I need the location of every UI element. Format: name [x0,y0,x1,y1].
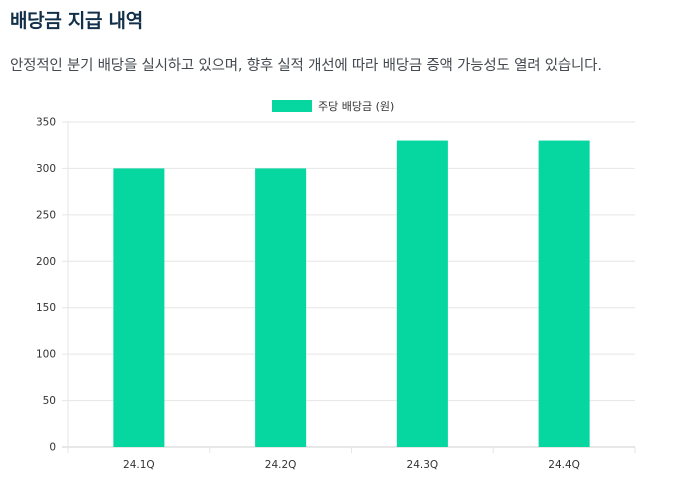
y-tick-label: 200 [36,256,56,268]
y-tick-label: 50 [43,395,56,407]
legend-label: 주당 배당금 (원) [318,100,394,113]
x-tick-label: 24.1Q [123,459,155,471]
y-tick-label: 0 [49,442,56,454]
legend-swatch [272,100,312,112]
x-tick-label: 24.4Q [548,459,580,471]
bar[interactable] [113,168,165,447]
dividend-chart: 주당 배당금 (원) 0 50 100 150 200 250 300 350 24.1Q 24… [0,90,673,479]
y-tick-label: 150 [36,302,56,314]
bar[interactable] [538,140,590,448]
bar[interactable] [255,168,307,447]
x-tick-label: 24.2Q [265,459,297,471]
y-tick-label: 250 [36,209,56,221]
y-axis: 0 50 100 150 200 250 300 350 [36,117,56,454]
y-tick-label: 350 [36,117,56,129]
y-tick-label: 100 [36,349,56,361]
x-axis: 24.1Q 24.2Q 24.3Q 24.4Q [123,447,636,471]
bar[interactable] [396,140,448,448]
y-tick-label: 300 [36,163,56,175]
bars [113,140,590,448]
x-tick-label: 24.3Q [407,459,439,471]
section-description: 안정적인 분기 배당을 실시하고 있으며, 향후 실적 개선에 따라 배당금 증… [10,58,602,74]
section-title: 배당금 지급 내역 [10,10,143,32]
chart-legend[interactable]: 주당 배당금 (원) [272,100,394,113]
